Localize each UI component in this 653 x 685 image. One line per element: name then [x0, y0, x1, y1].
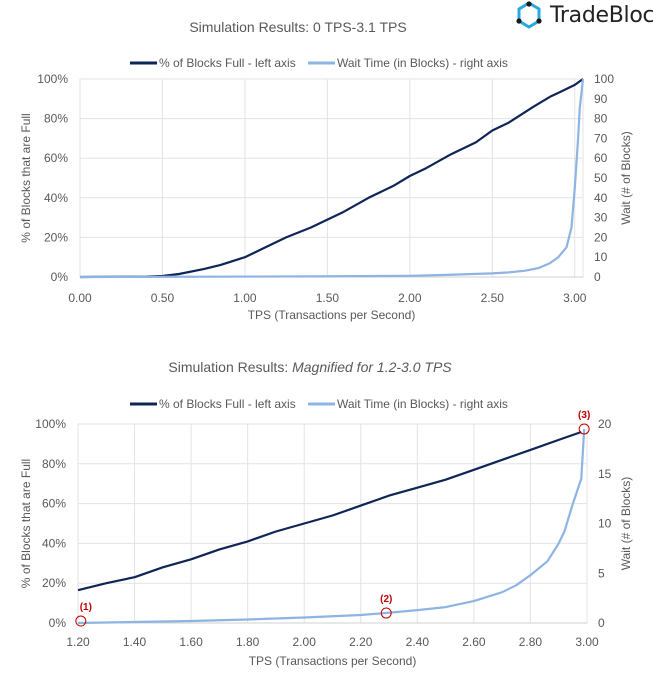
y-tick-label: 80%	[42, 457, 66, 471]
y-tick-label: 60%	[42, 497, 66, 511]
y-tick-label: 20%	[44, 230, 68, 244]
plot-area	[79, 78, 584, 278]
y2-tick-label: 10	[594, 250, 608, 264]
y-tick-label: 40%	[42, 536, 66, 550]
y-tick-label: 60%	[44, 151, 68, 165]
y2-tick-label: 80	[594, 112, 608, 126]
x-tick-label: 2.40	[406, 635, 430, 649]
x-tick-label: 2.80	[519, 635, 543, 649]
blocks-full-line	[79, 78, 584, 279]
chart-title-main: Simulation Results:	[168, 359, 292, 375]
x-tick-label: 1.60	[179, 635, 203, 649]
y-tick-label: 100%	[37, 72, 68, 86]
legend-label-1: % of Blocks Full - left axis	[159, 397, 296, 411]
x-tick-label: 3.00	[563, 291, 587, 305]
x-tick-label: 1.20	[66, 635, 90, 649]
y-tick-label: 0%	[49, 616, 67, 630]
hexagon-logo-icon	[516, 1, 542, 29]
y2-tick-label: 10	[598, 517, 612, 531]
x-tick-label: 2.00	[293, 635, 317, 649]
annotation-marker-1	[75, 615, 87, 627]
y2-tick-label: 15	[598, 467, 612, 481]
y-tick-label: 20%	[42, 576, 66, 590]
y-axis-title: % of Blocks that are Full	[19, 113, 33, 242]
x-axis-title: TPS (Transactions per Second)	[248, 308, 416, 322]
legend-label-1: % of Blocks Full - left axis	[159, 56, 296, 70]
wait-time-line	[79, 78, 585, 279]
y2-tick-label: 40	[594, 191, 608, 205]
y2-tick-label: 0	[594, 270, 601, 284]
legend-label-2: Wait Time (in Blocks) - right axis	[337, 56, 508, 70]
y2-tick-label: 30	[594, 211, 608, 225]
y2-tick-label: 100	[594, 72, 614, 86]
y2-tick-label: 70	[594, 131, 608, 145]
annotation-label-1: (1)	[80, 602, 92, 613]
x-tick-label: 2.60	[462, 635, 486, 649]
x-tick-label: 2.00	[398, 291, 422, 305]
chart-title-main: Simulation Results: 0 TPS-3.1 TPS	[189, 19, 406, 35]
y-tick-label: 40%	[44, 191, 68, 205]
y-tick-label: 80%	[44, 112, 68, 126]
y2-axis-title: Wait (# of Blocks)	[619, 131, 633, 225]
x-tick-label: 1.50	[316, 291, 340, 305]
x-tick-label: 2.20	[349, 635, 373, 649]
wait-time-line	[77, 428, 586, 625]
x-tick-label: 1.40	[123, 635, 147, 649]
x-tick-label: 1.80	[236, 635, 260, 649]
legend-label-2: Wait Time (in Blocks) - right axis	[337, 397, 508, 411]
y2-tick-label: 20	[598, 417, 612, 431]
chart-title: Simulation Results: Magnified for 1.2-3.…	[168, 359, 452, 375]
annotation-marker-2	[380, 607, 392, 619]
annotation-marker-3	[578, 423, 590, 435]
chart-title: Simulation Results: 0 TPS-3.1 TPS	[189, 19, 406, 35]
y-tick-label: 100%	[35, 417, 66, 431]
x-tick-label: 1.00	[233, 291, 257, 305]
y2-tick-label: 0	[598, 616, 605, 630]
y2-tick-label: 60	[594, 151, 608, 165]
y2-tick-label: 50	[594, 171, 608, 185]
chart-title-italic: Magnified for 1.2-3.0 TPS	[292, 359, 452, 375]
chart-2: Simulation Results: Magnified for 1.2-3.…	[19, 359, 633, 668]
chart-1: Simulation Results: 0 TPS-3.1 TPS % of Bl…	[19, 19, 633, 322]
y-tick-label: 0%	[51, 270, 69, 284]
tradeblock-logo: TradeBlock	[514, 0, 653, 30]
y-axis-title: % of Blocks that are Full	[19, 459, 33, 588]
annotation-label-3: (3)	[578, 410, 590, 421]
annotation-label-2: (2)	[380, 594, 392, 605]
y2-tick-label: 5	[598, 566, 605, 580]
y2-tick-label: 90	[594, 92, 608, 106]
x-tick-label: 0.50	[151, 291, 175, 305]
y2-tick-label: 20	[594, 230, 608, 244]
x-axis-title: TPS (Transactions per Second)	[249, 654, 417, 668]
logo-text: TradeBlock	[550, 2, 653, 28]
x-tick-label: 3.00	[575, 635, 599, 649]
x-tick-label: 0.00	[68, 291, 92, 305]
x-tick-label: 2.50	[481, 291, 505, 305]
plot-area	[77, 423, 588, 624]
y2-axis-title: Wait (# of Blocks)	[619, 477, 633, 571]
blocks-full-line	[77, 430, 582, 592]
